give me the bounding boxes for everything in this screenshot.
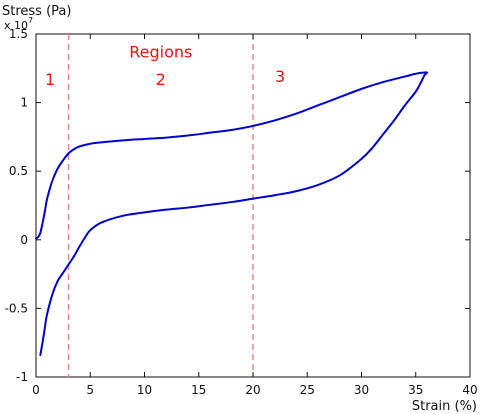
y-tick-label: -0.5: [5, 301, 28, 315]
axis-ticks: 0 5 10 15 20 25 30 35 40 -1 -0.5 0 0.5 1 1.5: [5, 27, 478, 397]
region-annotation: Regions: [129, 42, 192, 61]
x-tick-label: 35: [408, 383, 423, 397]
y-tick-label: 0.5: [9, 164, 28, 178]
data-series: [35, 71, 428, 357]
x-tick-label: 15: [191, 383, 206, 397]
x-tick-label: 10: [137, 383, 152, 397]
x-tick-label: 5: [86, 383, 94, 397]
x-axis-label: Strain (%): [412, 399, 477, 414]
y-tick-label: 1: [20, 96, 28, 110]
x-tick-label: 30: [354, 383, 369, 397]
region-boundaries: [67, 34, 254, 377]
axis-labels: Stress (Pa) x 107 Strain (%): [2, 4, 477, 414]
stress-strain-curve: [35, 71, 428, 357]
region-annotation: 2: [156, 70, 166, 89]
y-scale-base: x 10: [4, 19, 28, 32]
y-tick-label: 1.5: [9, 27, 28, 41]
x-tick-label: 20: [245, 383, 260, 397]
region-annotation: 1: [45, 70, 55, 89]
region-annotations: Regions 1 2 3: [45, 42, 285, 88]
x-tick-label: 25: [300, 383, 315, 397]
x-tick-label: 0: [32, 383, 40, 397]
y-tick-label: -1: [16, 370, 28, 384]
y-tick-label: 0: [20, 233, 28, 247]
y-scale-label: x 107: [4, 16, 33, 32]
y-scale-exponent: 7: [28, 16, 33, 25]
x-tick-label: 40: [462, 383, 477, 397]
region-annotation: 3: [275, 67, 285, 86]
y-axis-label: Stress (Pa): [2, 4, 71, 19]
